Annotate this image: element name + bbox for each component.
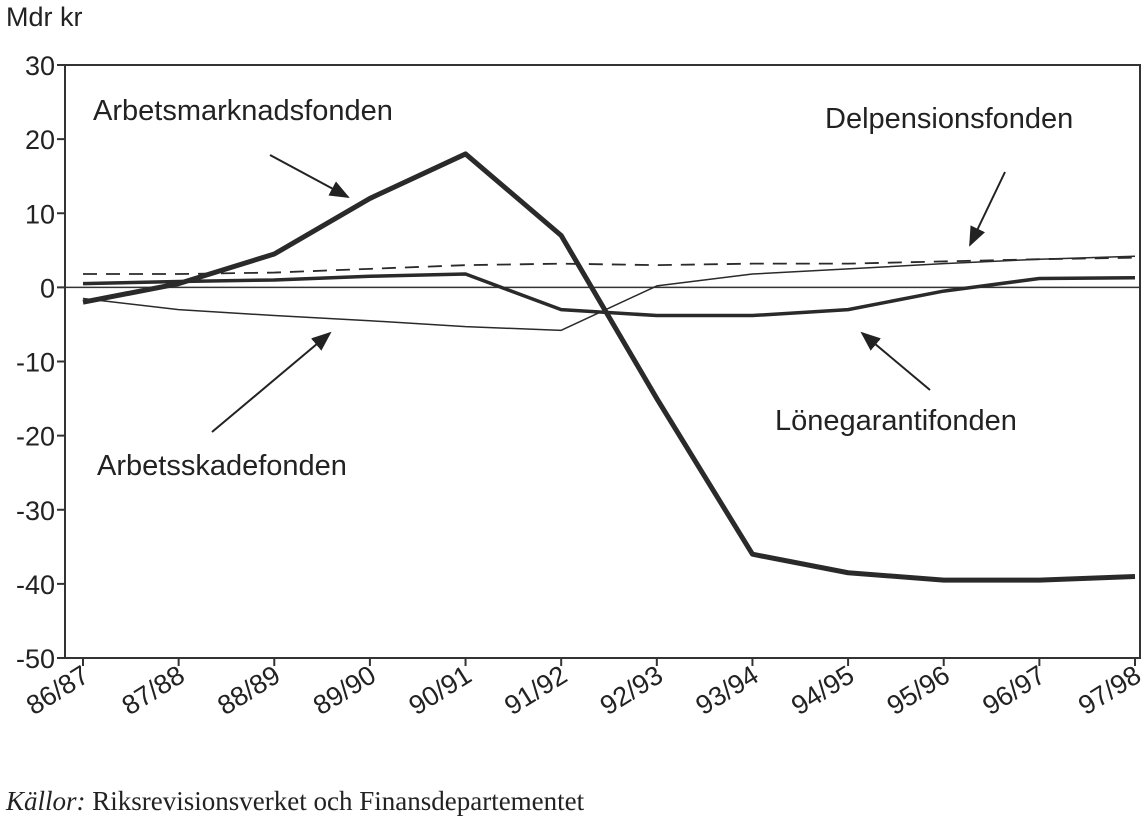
x-tick-label: 88/89: [212, 660, 285, 721]
series-line: [82, 255, 1136, 332]
series-label: Arbetsmarknadsfonden: [93, 95, 393, 127]
x-tick-label: 91/92: [499, 660, 572, 721]
series-label: Arbetsskadefonden: [97, 450, 347, 482]
y-tick-label: -20: [16, 422, 55, 452]
source-label: Källor:: [5, 786, 86, 816]
source: Källor: Riksrevisionsverket och Finansde…: [5, 786, 585, 816]
y-tick-label: 20: [25, 125, 55, 155]
y-tick-label: -30: [16, 496, 55, 526]
y-axis-label: Mdr kr: [6, 2, 83, 32]
series-label: Lönegarantifonden: [775, 405, 1017, 437]
y-tick-label: -10: [16, 348, 55, 378]
x-tick-label: 95/96: [882, 660, 955, 721]
y-tick-label: 10: [25, 199, 55, 229]
plot-frame: [64, 64, 1141, 659]
y-tick-label: 0: [40, 273, 55, 303]
x-tick-label: 90/91: [404, 660, 477, 721]
x-tick-label: 96/97: [977, 660, 1050, 721]
x-tick-label: 97/98: [1073, 660, 1146, 721]
annotation-arrow: [211, 331, 332, 433]
x-tick-label: 94/95: [786, 660, 859, 721]
series-label: Delpensionsfonden: [825, 103, 1073, 135]
y-tick-label: 30: [25, 51, 55, 81]
series-line: [82, 272, 1136, 318]
x-tick-label: 87/88: [117, 660, 190, 721]
source-text: Riksrevisionsverket och Finansdepartemen…: [92, 786, 584, 816]
x-tick-label: 93/94: [690, 660, 763, 721]
annotation-arrow: [860, 331, 931, 391]
series-line: [83, 256, 1136, 275]
x-tick-label: 89/90: [308, 660, 381, 721]
x-tick-label: 92/93: [595, 660, 668, 721]
y-tick-label: -40: [16, 570, 55, 600]
annotation-arrow: [969, 171, 1006, 247]
y-tick-label: -50: [16, 644, 55, 674]
annotation-arrow: [269, 154, 350, 198]
series-line: [82, 151, 1136, 583]
